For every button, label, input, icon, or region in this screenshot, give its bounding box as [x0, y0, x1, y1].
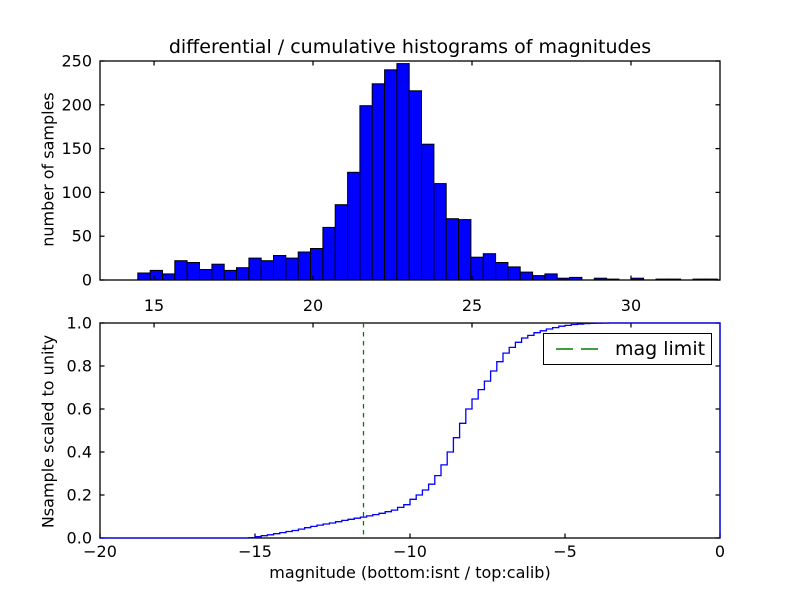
histogram-bar — [470, 256, 484, 281]
histogram-bar — [482, 253, 497, 281]
histogram-bar — [310, 248, 324, 281]
legend-box: mag limit — [543, 333, 712, 365]
tick-label: 0.2 — [67, 486, 92, 505]
histogram-bar — [396, 63, 410, 281]
histogram-bar — [507, 266, 521, 281]
calib-tick-label: 20 — [303, 296, 323, 315]
tick-label: 200 — [61, 95, 92, 114]
histogram-bar — [519, 271, 534, 281]
tick-label: 250 — [61, 52, 92, 71]
cumulative-curve — [100, 322, 721, 539]
tick-label: 0.0 — [67, 529, 92, 548]
histogram-bar — [544, 273, 558, 281]
histogram-bar — [458, 219, 472, 281]
tick-label: −5 — [553, 542, 577, 561]
tick-label: 100 — [61, 183, 92, 202]
histogram-bar — [260, 260, 275, 281]
tick-label: 1.0 — [67, 314, 92, 333]
histogram-bar — [445, 218, 460, 281]
tick-label: 0 — [715, 542, 725, 561]
histogram-bar — [236, 267, 250, 281]
top-plot-ylabel: number of samples — [38, 92, 58, 247]
bottom-plot-ylabel: Nsample scaled to unity — [38, 334, 58, 529]
tick-label: −20 — [83, 542, 117, 561]
histogram-bar — [384, 69, 398, 281]
tick-label: 0.4 — [67, 443, 92, 462]
histogram-bar — [421, 143, 435, 281]
histogram-bar — [174, 260, 188, 281]
histogram-bar — [408, 90, 423, 281]
calib-tick-label: 30 — [621, 296, 641, 315]
histogram-bar — [297, 251, 312, 281]
calib-tick-label: 25 — [462, 296, 482, 315]
histogram-bar — [495, 262, 509, 281]
histogram-bar — [137, 272, 151, 281]
tick-label: 0.8 — [67, 357, 92, 376]
histogram-bar — [285, 257, 299, 281]
legend-label: mag limit — [615, 338, 706, 360]
tick-label: −10 — [393, 542, 427, 561]
histogram-bar — [347, 171, 361, 281]
calib-tick-label: 15 — [144, 296, 164, 315]
bottom-plot-xlabel: magnitude (bottom:isnt / top:calib) — [269, 563, 551, 582]
histogram-bar — [211, 263, 225, 281]
figure-title: differential / cumulative histograms of … — [168, 36, 652, 58]
histogram-bar — [273, 255, 287, 281]
histogram-bar — [334, 204, 349, 281]
tick-label: 150 — [61, 139, 92, 158]
histogram-bar — [359, 105, 373, 281]
histogram-bar — [371, 83, 386, 281]
histogram-bar — [149, 269, 163, 281]
histogram-bar — [248, 257, 262, 281]
histogram-bar — [186, 262, 200, 281]
histogram-bar — [199, 269, 213, 281]
tick-label: −15 — [238, 542, 272, 561]
axes-spines — [99, 60, 721, 281]
legend-dash-sample-icon — [556, 348, 600, 350]
histogram-bar — [223, 269, 237, 281]
histogram-bar — [532, 275, 546, 281]
tick-label: 0.6 — [67, 400, 92, 419]
histogram-bar — [162, 273, 176, 281]
histogram-bar — [322, 226, 336, 281]
tick-label: 0 — [82, 271, 92, 290]
histogram-bar — [433, 183, 447, 281]
tick-label: 50 — [72, 227, 92, 246]
